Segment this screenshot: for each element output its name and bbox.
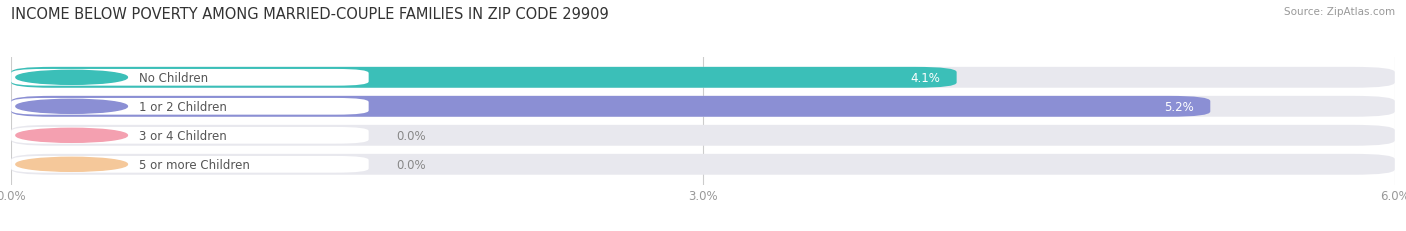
FancyBboxPatch shape [11,128,368,144]
FancyBboxPatch shape [11,156,368,173]
Text: 4.1%: 4.1% [911,71,941,85]
FancyBboxPatch shape [11,97,1395,117]
FancyBboxPatch shape [11,70,368,86]
Text: INCOME BELOW POVERTY AMONG MARRIED-COUPLE FAMILIES IN ZIP CODE 29909: INCOME BELOW POVERTY AMONG MARRIED-COUPL… [11,7,609,22]
Circle shape [15,100,128,114]
FancyBboxPatch shape [11,125,1395,146]
Text: 5.2%: 5.2% [1164,100,1194,113]
Text: Source: ZipAtlas.com: Source: ZipAtlas.com [1284,7,1395,17]
FancyBboxPatch shape [11,97,1211,117]
Text: 0.0%: 0.0% [396,158,426,171]
Circle shape [15,71,128,85]
Circle shape [15,129,128,143]
Text: 1 or 2 Children: 1 or 2 Children [139,100,226,113]
Text: 3 or 4 Children: 3 or 4 Children [139,129,226,142]
FancyBboxPatch shape [11,154,1395,175]
Circle shape [15,158,128,172]
Text: 5 or more Children: 5 or more Children [139,158,250,171]
Text: 0.0%: 0.0% [396,129,426,142]
FancyBboxPatch shape [11,99,368,115]
FancyBboxPatch shape [11,67,1395,88]
Text: No Children: No Children [139,71,208,85]
FancyBboxPatch shape [11,67,956,88]
